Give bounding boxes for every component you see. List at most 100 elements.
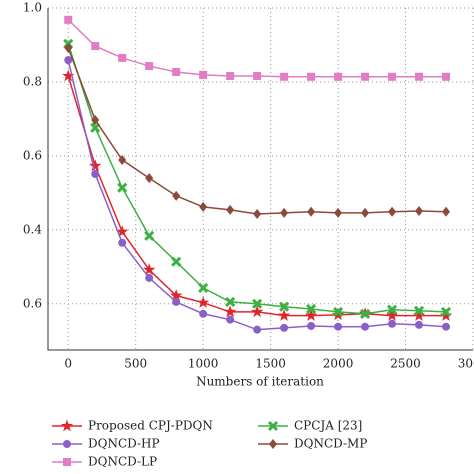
y-tick-label: 0.6 [23,296,42,310]
marker [334,72,343,81]
axes [47,8,473,351]
marker [280,207,289,218]
marker [388,72,397,81]
marker [60,419,74,432]
legend-label: CPCJA [23] [294,419,362,433]
series-line [67,75,447,317]
marker [118,238,127,247]
x-axis-label: Numbers of iteration [196,375,324,389]
marker [62,69,75,82]
marker [360,308,371,319]
marker [388,319,397,328]
marker [63,440,71,448]
marker [388,206,397,217]
legend-label: DQNCD-LP [88,455,157,469]
marker [385,309,399,321]
marker [361,72,370,81]
y-tick-label: 0.4 [23,222,42,236]
marker [415,320,424,329]
x-tick-label: 1000 [188,357,219,371]
marker [63,458,71,466]
x-tick-label: 2000 [323,357,354,371]
x-tick-label: 500 [124,357,147,371]
marker [334,322,343,331]
marker [331,308,345,321]
marker [304,309,318,321]
legend-label: Proposed CPJ-PDQN [88,419,213,433]
marker [198,282,209,293]
marker [253,72,262,81]
marker [442,206,451,217]
marker [64,42,73,53]
marker [199,201,208,212]
marker [226,72,235,81]
marker [439,309,453,321]
marker [199,70,208,79]
marker [269,439,277,449]
marker [171,256,182,267]
marker [440,306,452,317]
y-tick-label: 0.6 [23,148,42,162]
series-line [67,19,447,78]
marker [415,205,424,216]
y-tick-label: 1.0 [23,1,42,15]
marker [253,208,262,219]
marker [118,53,127,62]
marker [172,297,181,306]
marker [307,321,316,330]
marker [267,420,279,432]
marker [172,67,181,76]
marker [64,15,73,24]
marker [118,154,127,165]
x-tick-label: 3000 [458,357,474,371]
marker [415,72,424,81]
legend-label: DQNCD-MP [294,437,367,451]
y-tick-label: 0.8 [23,74,42,88]
marker [280,72,289,81]
marker [252,298,263,309]
marker [144,230,155,241]
marker [117,182,128,193]
legend-label: DQNCD-HP [88,437,160,451]
marker [442,72,451,81]
marker [306,303,317,315]
marker [279,301,290,312]
marker [224,305,237,318]
marker [116,225,129,237]
x-tick-label: 1500 [255,357,286,371]
marker [225,296,236,307]
marker [361,207,370,218]
marker [91,170,100,179]
marker [413,305,425,316]
marker [226,315,235,324]
marker [170,289,183,301]
marker [442,322,451,331]
marker [333,306,344,317]
x-tick-label: 0 [64,357,72,371]
marker [89,159,102,172]
series-line [67,43,447,315]
marker [145,273,154,282]
marker [334,207,343,218]
marker [253,325,262,334]
marker [277,309,291,321]
marker [199,309,208,318]
series-line [67,59,447,331]
marker [91,115,100,126]
marker [145,62,154,71]
marker [250,305,264,318]
marker [412,309,426,321]
x-tick-label: 2500 [390,357,421,371]
marker [91,42,100,51]
marker [307,206,316,217]
marker [197,296,210,308]
marker [64,56,73,65]
marker [386,304,398,315]
marker [145,173,154,184]
marker [143,263,156,275]
marker [226,204,235,215]
marker [280,323,289,332]
marker [307,72,316,81]
marker [172,190,181,201]
